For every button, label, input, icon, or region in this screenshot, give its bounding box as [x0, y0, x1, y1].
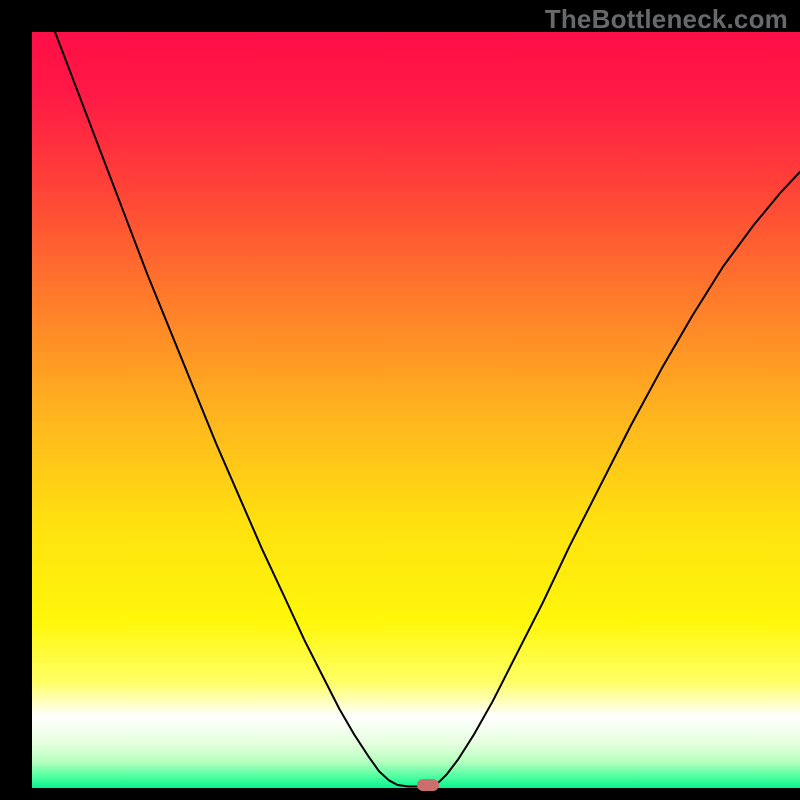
optimal-point-marker — [417, 779, 439, 791]
bottleneck-plot — [32, 32, 800, 788]
chart-frame: TheBottleneck.com — [0, 0, 800, 800]
gradient-background — [32, 32, 800, 788]
watermark-text: TheBottleneck.com — [545, 4, 788, 35]
